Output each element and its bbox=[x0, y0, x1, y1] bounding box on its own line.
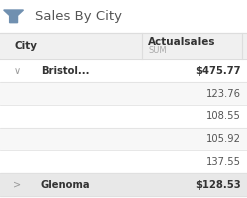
Text: City: City bbox=[15, 41, 38, 51]
Bar bbox=[0, 150, 247, 173]
Bar bbox=[0, 33, 247, 59]
Text: ⬛: ⬛ bbox=[13, 16, 14, 17]
Text: 105.92: 105.92 bbox=[206, 134, 241, 144]
Text: SUM: SUM bbox=[148, 46, 167, 55]
Bar bbox=[0, 173, 247, 196]
Text: $475.77: $475.77 bbox=[195, 66, 241, 76]
Text: >: > bbox=[13, 180, 21, 190]
Text: Bristol...: Bristol... bbox=[41, 66, 89, 76]
Text: 137.55: 137.55 bbox=[206, 157, 241, 167]
Polygon shape bbox=[4, 10, 23, 23]
Text: 108.55: 108.55 bbox=[206, 111, 241, 121]
Text: 123.76: 123.76 bbox=[206, 89, 241, 99]
Text: $128.53: $128.53 bbox=[195, 180, 241, 190]
Text: Glenoma: Glenoma bbox=[41, 180, 90, 190]
Bar bbox=[0, 59, 247, 82]
Bar bbox=[0, 105, 247, 128]
Bar bbox=[0, 82, 247, 105]
Text: ∨: ∨ bbox=[14, 66, 21, 76]
Text: Sales By City: Sales By City bbox=[35, 10, 122, 23]
Text: Actualsales: Actualsales bbox=[148, 37, 216, 48]
Bar bbox=[0, 128, 247, 150]
